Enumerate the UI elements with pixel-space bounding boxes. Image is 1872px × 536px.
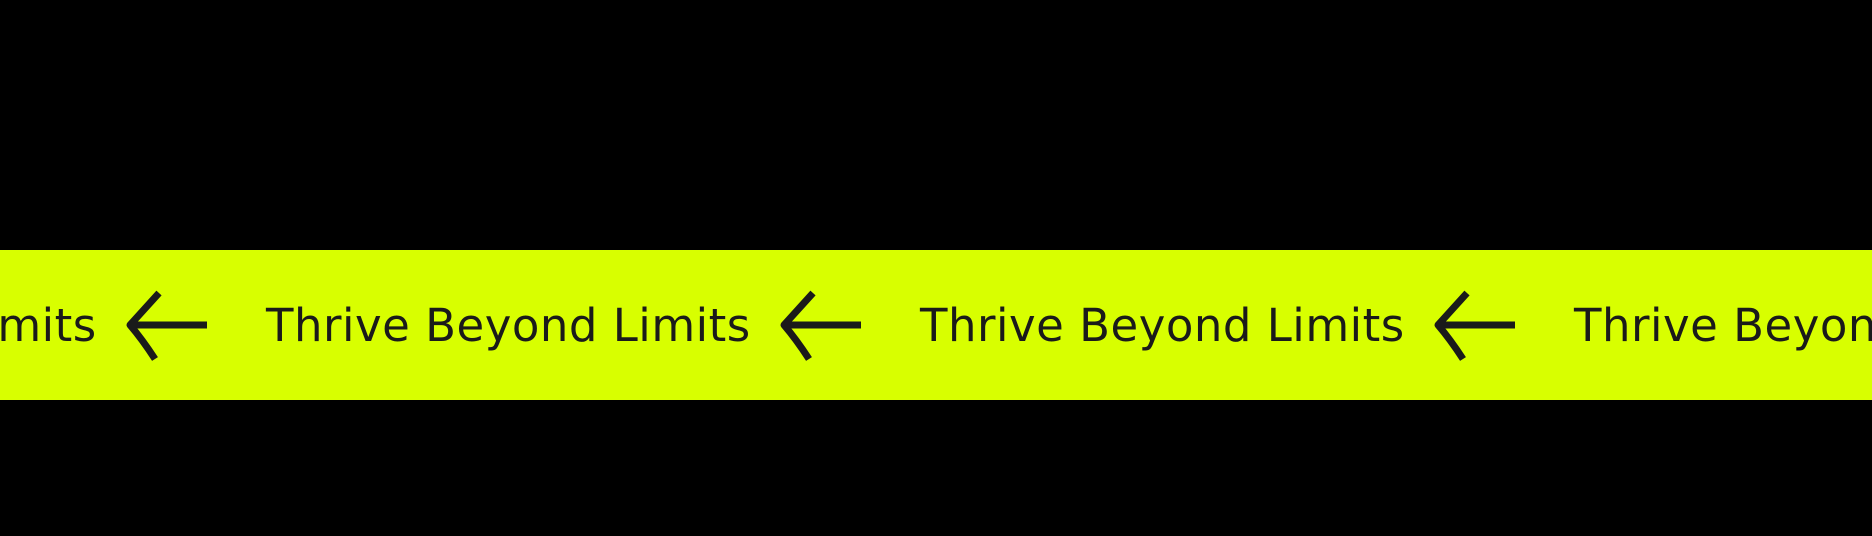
marquee-track: Thrive Beyond Limits Thrive Beyond Limit… (0, 250, 1872, 400)
marquee-text: Thrive Beyond Limits (1574, 298, 1872, 352)
arrow-left-icon (122, 289, 212, 361)
marquee-banner: Thrive Beyond Limits Thrive Beyond Limit… (0, 250, 1872, 400)
marquee-text: Thrive Beyond Limits (266, 298, 751, 352)
arrow-left-icon (1430, 289, 1520, 361)
arrow-left-icon (776, 289, 866, 361)
marquee-text: Thrive Beyond Limits (0, 298, 97, 352)
marquee-text: Thrive Beyond Limits (920, 298, 1405, 352)
